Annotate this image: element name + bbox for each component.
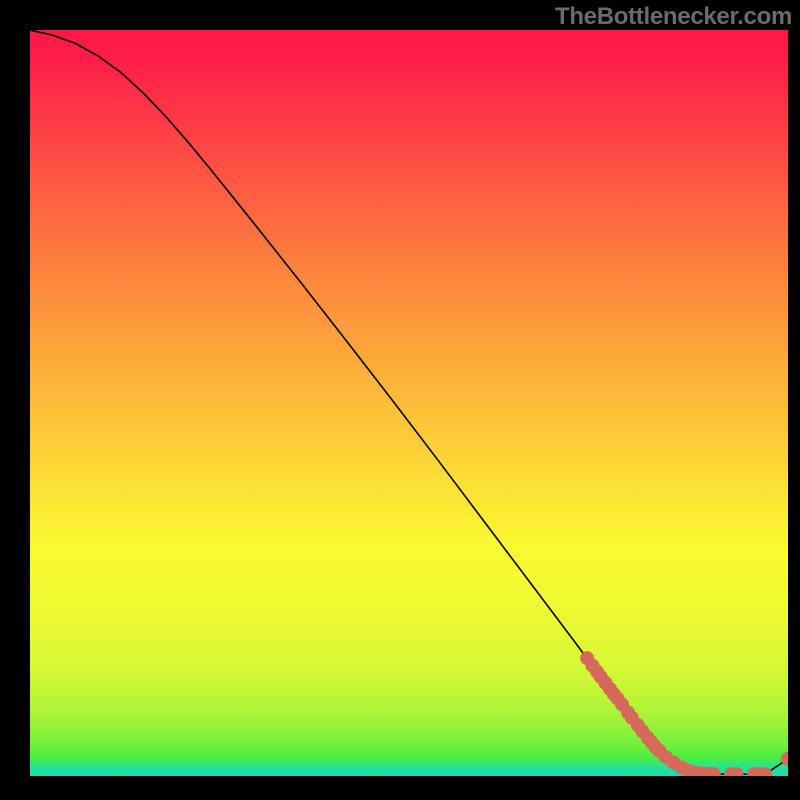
chart-overlay — [30, 30, 788, 776]
scatter-markers — [580, 651, 788, 776]
branding-watermark: TheBottlenecker.com — [555, 3, 792, 31]
plot-area — [30, 30, 788, 776]
bottleneck-curve — [30, 30, 788, 774]
